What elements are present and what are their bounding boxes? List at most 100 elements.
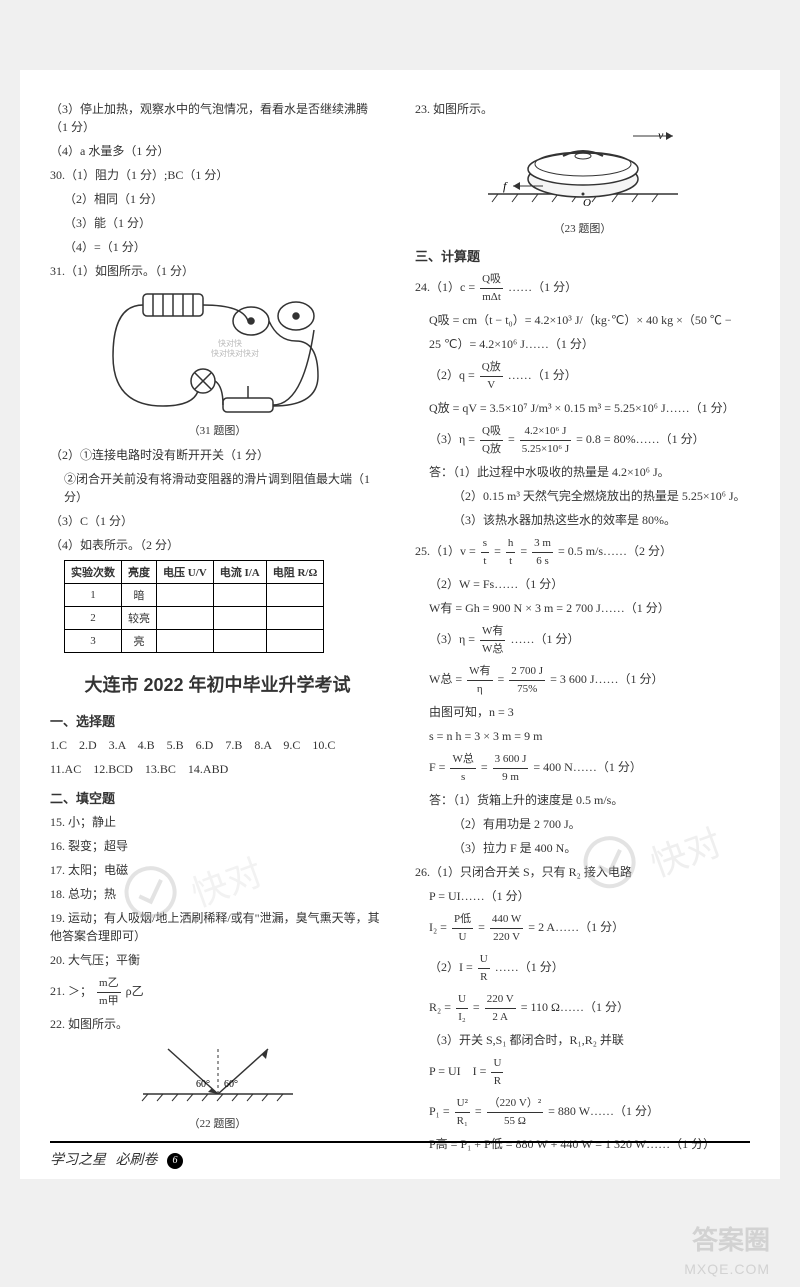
footer-brand: 学习之星	[50, 1153, 106, 1168]
q25-5: s = n h = 3 × 3 m = 9 m	[415, 727, 750, 745]
num: h	[506, 535, 516, 553]
txt: =	[475, 1104, 485, 1118]
q26-3: （3）开关 S,S₁ 都闭合时，R₁,R₂ 并联	[415, 1031, 750, 1049]
q25-ans2: （2）有用功是 2 700 J。	[415, 815, 750, 833]
txt: 25.（1）v =	[415, 544, 476, 558]
cell	[157, 607, 214, 630]
cell	[157, 630, 214, 653]
svg-text:60°: 60°	[196, 1079, 210, 1090]
txt: 24.（1）c =	[415, 280, 475, 294]
q25-1: 25.（1）v = st = ht = 3 m6 s = 0.5 m/s……（2…	[415, 535, 750, 569]
mc-answers-1: 1.C 2.D 3.A 4.B 5.B 6.D 7.B 8.A 9.C 10.C	[50, 736, 385, 754]
num: 440 W	[490, 911, 523, 929]
den: R	[491, 1073, 503, 1090]
txt: = 0.8 = 80%……（1 分）	[576, 432, 705, 446]
a19: 19. 运动；有人吸烟/地上洒刷稀释/或有"泄漏，臭气熏天等，其他答案合理即可）	[50, 909, 385, 945]
q31-2: （2）①连接电路时没有断开开关（1 分）	[50, 446, 385, 464]
txt: R₂ =	[429, 1000, 451, 1014]
a18: 18. 总功；热	[50, 885, 385, 903]
num: 2 700 J	[509, 663, 545, 681]
q24-1: 24.（1）c = Q吸mΔt ……（1 分）	[415, 271, 750, 305]
section-2-title: 二、填空题	[50, 788, 385, 807]
txt: ……（1 分）	[495, 960, 564, 974]
num: U²	[455, 1095, 470, 1113]
cell: 较亮	[122, 607, 157, 630]
q24-3: （3）η = Q吸Q放 = 4.2×10⁶ J5.25×10⁶ J = 0.8 …	[415, 423, 750, 457]
figure-31-watermark: 快对快	[218, 338, 242, 348]
q26-1b: P = UI……（1 分）	[415, 887, 750, 905]
den: s	[450, 769, 475, 786]
den: V	[480, 377, 503, 394]
page: （3）停止加热，观察水中的气泡情况，看看水是否继续沸腾（1 分） （4）a 水量…	[20, 70, 780, 1179]
txt: I₂ =	[429, 920, 447, 934]
page-footer: 学习之星 必刷卷 6	[50, 1141, 750, 1169]
figure-23-curling: v f O	[483, 124, 683, 214]
th-col2: 亮度	[122, 561, 157, 584]
den: W总	[480, 641, 505, 658]
den: 5.25×10⁶ J	[520, 441, 571, 458]
den: Q放	[480, 441, 503, 458]
q24-1b: Q吸 = cm（t − t₀）= 4.2×10³ J/（kg·℃）× 40 kg…	[415, 311, 750, 329]
q31-4: （4）如表所示。（2 分）	[50, 536, 385, 554]
q24-2: （2）q = Q放V ……（1 分）	[415, 359, 750, 393]
txt: = 880 W……（1 分）	[548, 1104, 659, 1118]
svg-text:v: v	[658, 128, 664, 142]
num: W有	[467, 663, 492, 681]
num: W有	[480, 623, 505, 641]
a17: 17. 太阳；电磁	[50, 861, 385, 879]
cell: 1	[65, 584, 122, 607]
num: 3 600 J	[493, 751, 529, 769]
num: Q吸	[480, 271, 503, 289]
cell	[266, 584, 324, 607]
mc-answers-2: 11.AC 12.BCD 13.BC 14.ABD	[50, 760, 385, 778]
txt: （2）I =	[429, 960, 473, 974]
figure-31-caption: （31 题图）	[50, 422, 385, 438]
num: Q吸	[480, 423, 503, 441]
q31-2b: ②闭合开关前没有将滑动变阻器的滑片调到阻值最大端（1 分）	[50, 470, 385, 506]
den: 9 m	[493, 769, 529, 786]
a21-pre: 21. ＞；	[50, 984, 92, 998]
den: 6 s	[532, 553, 553, 570]
txt: W总 =	[429, 672, 462, 686]
q30-3: （3）能（1 分）	[50, 214, 385, 232]
num: Q放	[480, 359, 503, 377]
q26-2b: R₂ = UI₂ = 220 V2 A = 110 Ω……（1 分）	[415, 991, 750, 1025]
a22: 22. 如图所示。	[50, 1015, 385, 1033]
q24-ans3: （3）该热水器加热这些水的效率是 80%。	[415, 511, 750, 529]
txt: = 0.5 m/s……（2 分）	[558, 544, 672, 558]
txt: P = UI I =	[429, 1064, 486, 1078]
txt: =	[508, 432, 518, 446]
txt: = 400 N……（1 分）	[533, 760, 641, 774]
exam-title: 大连市 2022 年初中毕业升学考试	[50, 671, 385, 697]
txt: （2）q =	[429, 368, 475, 382]
th-col1: 实验次数	[65, 561, 122, 584]
txt: = 110 Ω……（1 分）	[521, 1000, 629, 1014]
table-header-row: 实验次数 亮度 电压 U/V 电流 I/A 电阻 R/Ω	[65, 561, 324, 584]
a21: 21. ＞； m乙m甲 ρ乙	[50, 975, 385, 1009]
den: R₁	[455, 1113, 470, 1130]
experiment-table: 实验次数 亮度 电压 U/V 电流 I/A 电阻 R/Ω 1 暗 2 较亮	[64, 560, 324, 653]
svg-text:f: f	[503, 179, 508, 193]
table-row: 3 亮	[65, 630, 324, 653]
txt: P₁ =	[429, 1104, 450, 1118]
q24-ans2: （2）0.15 m³ 天然气完全燃烧放出的热量是 5.25×10⁶ J。	[415, 487, 750, 505]
q26-1c: I₂ = P低U = 440 W220 V = 2 A……（1 分）	[415, 911, 750, 945]
svg-text:O: O	[583, 197, 591, 209]
q25-4: 由图可知，n = 3	[415, 703, 750, 721]
figure-22-caption: （22 题图）	[50, 1115, 385, 1131]
q30-2: （2）相同（1 分）	[50, 190, 385, 208]
den: R	[478, 969, 490, 986]
th-col5: 电阻 R/Ω	[266, 561, 324, 584]
q25-2: （2）W = Fs……（1 分）	[415, 575, 750, 593]
cell: 2	[65, 607, 122, 630]
q25-ans1: 答：（1）货箱上升的速度是 0.5 m/s。	[415, 791, 750, 809]
den: I₂	[456, 1009, 468, 1026]
den: t	[506, 553, 516, 570]
q25-6: F = W总s = 3 600 J9 m = 400 N……（1 分）	[415, 751, 750, 785]
q31-3: （3）C（1 分）	[50, 512, 385, 530]
q26-3c: P₁ = U²R₁ = （220 V）²55 Ω = 880 W……（1 分）	[415, 1095, 750, 1129]
table-row: 2 较亮	[65, 607, 324, 630]
a21-num: m乙	[97, 975, 121, 993]
txt: ……（1 分）	[508, 280, 577, 294]
num: 220 V	[485, 991, 516, 1009]
